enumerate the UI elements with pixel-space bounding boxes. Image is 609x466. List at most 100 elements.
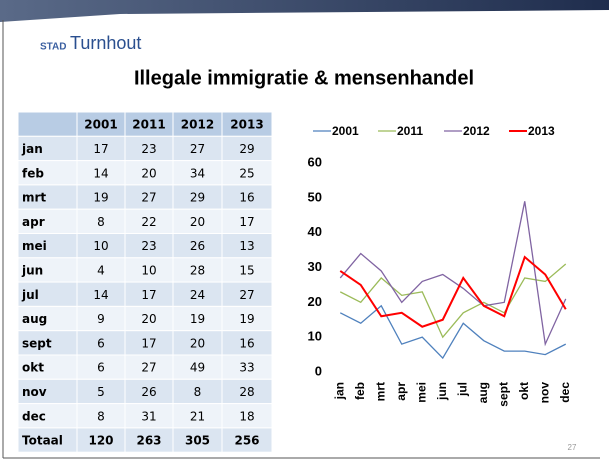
table-cell: 27 [141,191,156,205]
table-cell: 256 [234,434,259,448]
table-row [17,233,273,259]
table-cell: 22 [141,215,156,229]
y-tick-label: 30 [308,259,322,274]
chart: 0 10 20 30 40 50 60 jan feb mrt apr mei jun jul aug sep… [308,124,572,407]
table-cell: 2012 [181,118,214,132]
table-cell: apr [22,215,45,229]
table-cell: 20 [141,312,156,326]
table-cell: 27 [239,288,254,302]
table-cell: 305 [185,434,210,448]
table-cell: Totaal [22,434,63,448]
table-cell: 2013 [230,118,263,132]
table-cell: mei [22,239,47,253]
slide-title: Illegale immigratie & mensenhandel [134,67,474,89]
table-cell: 14 [93,288,108,302]
table-cell: 10 [93,239,108,253]
table-cell: 31 [141,409,156,423]
table-cell: 19 [239,312,254,326]
table-cell: 20 [190,215,205,229]
table-cell: 19 [93,191,108,205]
table-cell: 13 [239,239,254,253]
table-cell: 2001 [84,118,117,132]
table-cell: 15 [239,263,254,277]
table-cell: 24 [190,288,205,302]
x-tick-label: feb [353,382,367,400]
table-cell: aug [22,312,47,326]
table-cell: 16 [239,336,254,350]
table-cell: 6 [97,361,105,375]
table-cell: 18 [239,409,254,423]
legend-label: 2013 [528,124,555,138]
table-cell: 29 [190,191,205,205]
table-row [17,160,273,186]
table-cell: 4 [97,263,105,277]
page-number: 27 [568,443,577,452]
table-cell: 6 [97,336,105,350]
table-row [17,330,273,356]
legend-label: 2011 [397,124,423,138]
table-cell: 27 [141,361,156,375]
table-cell: 28 [239,385,254,399]
table-cell: 49 [190,361,205,375]
table-cell: jul [21,288,39,302]
table-cell: 27 [190,142,205,156]
table-cell: 8 [97,409,105,423]
x-tick-label: dec [558,382,572,403]
table-cell: 8 [97,215,105,229]
y-tick-label: 60 [308,154,322,169]
line-series [339,255,567,328]
x-tick-label: jan [332,382,346,400]
table-cell: 25 [239,166,254,180]
table-cell: 28 [190,263,205,277]
table-cell: 34 [190,166,205,180]
y-tick-label: 40 [308,224,322,239]
x-tick-label: okt [517,382,531,400]
table-row [17,378,273,405]
table-cell: 17 [93,142,108,156]
table-cell: jun [21,263,43,277]
table-cell: dec [22,409,46,423]
table-cell: 20 [141,166,156,180]
x-tick-label: sept [496,382,510,407]
y-tick-label: 50 [308,189,322,204]
table-cell: 20 [190,336,205,350]
table-cell: 9 [97,312,105,326]
table-cell: 33 [239,361,254,375]
table-cell: 23 [141,142,156,156]
table-cell: 17 [141,288,156,302]
top-bar [0,0,609,22]
table-cell: 29 [239,142,254,156]
table-cell: 120 [88,434,113,448]
table-cell: 26 [190,239,205,253]
table-row [17,427,273,453]
table-cell: 263 [136,434,161,448]
x-tick-label: jun [435,382,449,401]
x-tick-label: aug [476,382,490,403]
table-cell: sept [22,336,52,350]
table-cell: 17 [239,215,254,229]
y-tick-label: 0 [315,363,322,378]
line-series [339,304,567,360]
table-cell: 17 [141,336,156,350]
table-cell: 2011 [132,118,165,132]
table-cell: 21 [190,409,205,423]
logo-small: STAD [40,42,66,53]
table-row [17,281,273,307]
table-cell: 5 [97,385,105,399]
table-cell: okt [22,361,44,375]
table-row [17,403,273,429]
table-cell: jan [21,142,43,156]
legend-label: 2001 [332,124,359,138]
table-row [17,208,273,234]
table-cell: mrt [22,191,46,205]
table-cell: feb [22,166,44,180]
x-tick-label: nov [537,382,551,404]
line-series [339,201,567,347]
y-tick-label: 20 [308,294,322,309]
x-tick-label: apr [394,382,408,401]
table-cell: nov [22,385,47,399]
x-tick-label: mei [414,382,428,403]
table-cell: 19 [190,312,205,326]
